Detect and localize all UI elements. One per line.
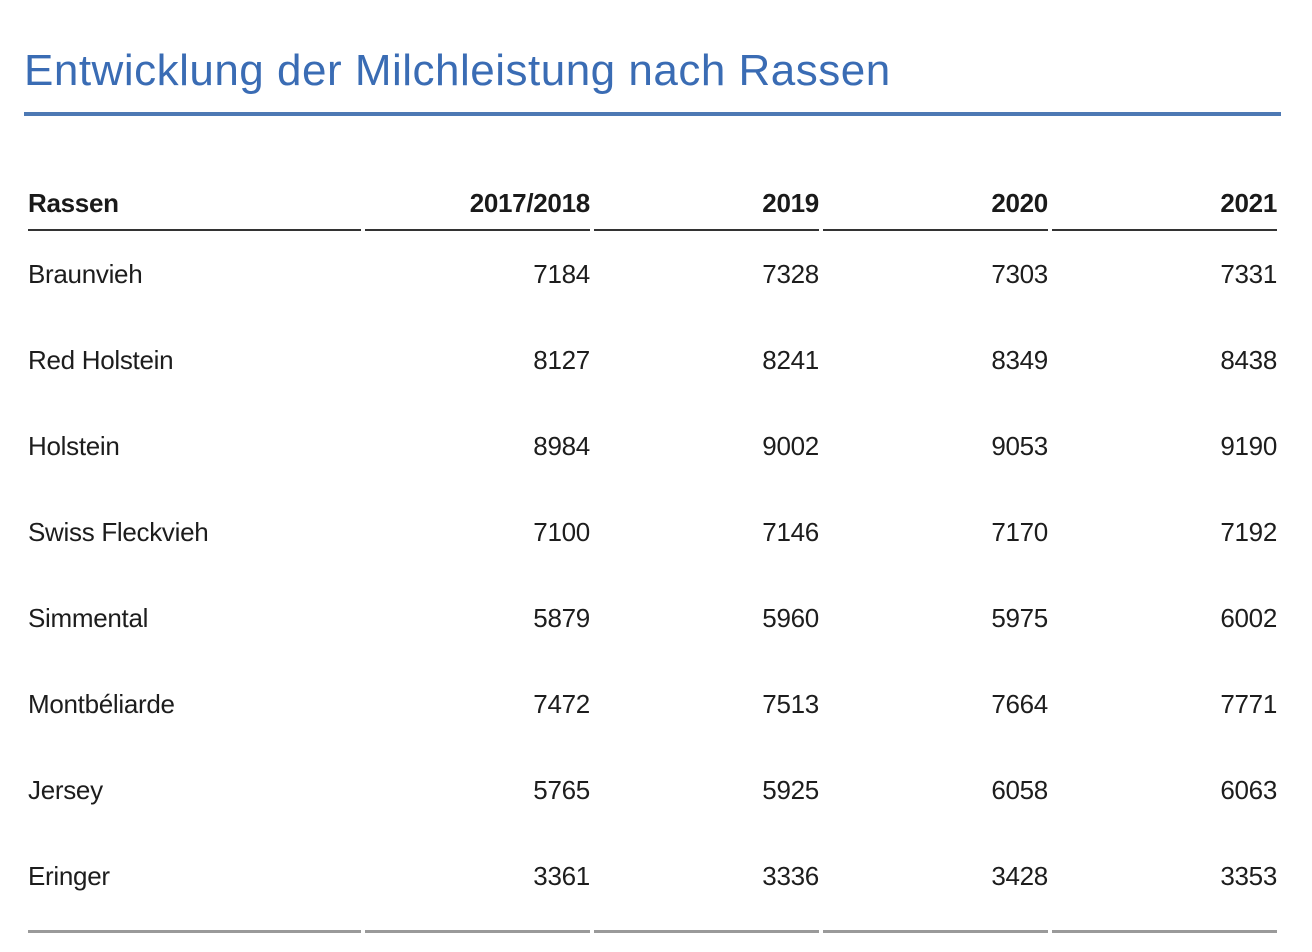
value-cell: 7331 — [1220, 259, 1277, 289]
column-header-2017-2018: 2017/2018 — [364, 189, 590, 231]
breed-name: Eringer — [28, 833, 361, 933]
breed-name: Jersey — [28, 775, 103, 805]
value-cell: 7472 — [533, 689, 590, 719]
value-cell: 3428 — [822, 833, 1048, 933]
value-cell: 5879 — [533, 603, 590, 633]
breed-name: Swiss Fleckvieh — [28, 517, 209, 547]
value-cell: 5765 — [533, 775, 590, 805]
value-cell: 6058 — [991, 775, 1048, 805]
table-row: Simmental 5879 5960 5975 6002 — [28, 575, 1277, 661]
breed-name: Simmental — [28, 603, 149, 633]
value-cell: 8984 — [533, 431, 590, 461]
value-cell: 7192 — [1220, 517, 1277, 547]
table-row: Jersey 5765 5925 6058 6063 — [28, 747, 1277, 833]
value-cell: 8349 — [991, 345, 1048, 375]
table-row: Holstein 8984 9002 9053 9190 — [28, 403, 1277, 489]
breed-name: Montbéliarde — [28, 689, 175, 719]
value-cell: 5925 — [762, 775, 819, 805]
value-cell: 7170 — [991, 517, 1048, 547]
value-cell: 8438 — [1220, 345, 1277, 375]
value-cell: 9190 — [1220, 431, 1277, 461]
value-cell: 7100 — [533, 517, 590, 547]
value-cell: 6002 — [1220, 603, 1277, 633]
title-rule — [24, 112, 1281, 116]
value-cell: 6063 — [1220, 775, 1277, 805]
page-title: Entwicklung der Milchleistung nach Rasse… — [24, 46, 891, 95]
value-cell: 5960 — [762, 603, 819, 633]
table-row: Swiss Fleckvieh 7100 7146 7170 7192 — [28, 489, 1277, 575]
value-cell: 7771 — [1220, 689, 1277, 719]
value-cell: 7303 — [991, 259, 1048, 289]
value-cell: 9002 — [762, 431, 819, 461]
value-cell: 9053 — [991, 431, 1048, 461]
table-row: Eringer 3361 3336 3428 3353 — [28, 833, 1277, 933]
breed-name: Red Holstein — [28, 345, 174, 375]
table-row: Montbéliarde 7472 7513 7664 7771 — [28, 661, 1277, 747]
value-cell: 7513 — [762, 689, 819, 719]
value-cell: 8241 — [762, 345, 819, 375]
value-cell: 5975 — [991, 603, 1048, 633]
value-cell: 3361 — [364, 833, 590, 933]
column-header-2021: 2021 — [1051, 189, 1277, 231]
milk-yield-table: Rassen 2017/2018 2019 2020 2021 Braunvie… — [24, 189, 1281, 933]
column-header-2019: 2019 — [593, 189, 819, 231]
column-header-rassen: Rassen — [28, 189, 361, 231]
value-cell: 8127 — [533, 345, 590, 375]
value-cell: 7328 — [762, 259, 819, 289]
table-row: Braunvieh 7184 7328 7303 7331 — [28, 231, 1277, 317]
value-cell: 3353 — [1051, 833, 1277, 933]
column-header-2020: 2020 — [822, 189, 1048, 231]
value-cell: 7664 — [991, 689, 1048, 719]
breed-name: Braunvieh — [28, 259, 143, 289]
value-cell: 3336 — [593, 833, 819, 933]
table-row: Red Holstein 8127 8241 8349 8438 — [28, 317, 1277, 403]
value-cell: 7146 — [762, 517, 819, 547]
breed-name: Holstein — [28, 431, 120, 461]
table-header-row: Rassen 2017/2018 2019 2020 2021 — [28, 189, 1277, 231]
value-cell: 7184 — [533, 259, 590, 289]
